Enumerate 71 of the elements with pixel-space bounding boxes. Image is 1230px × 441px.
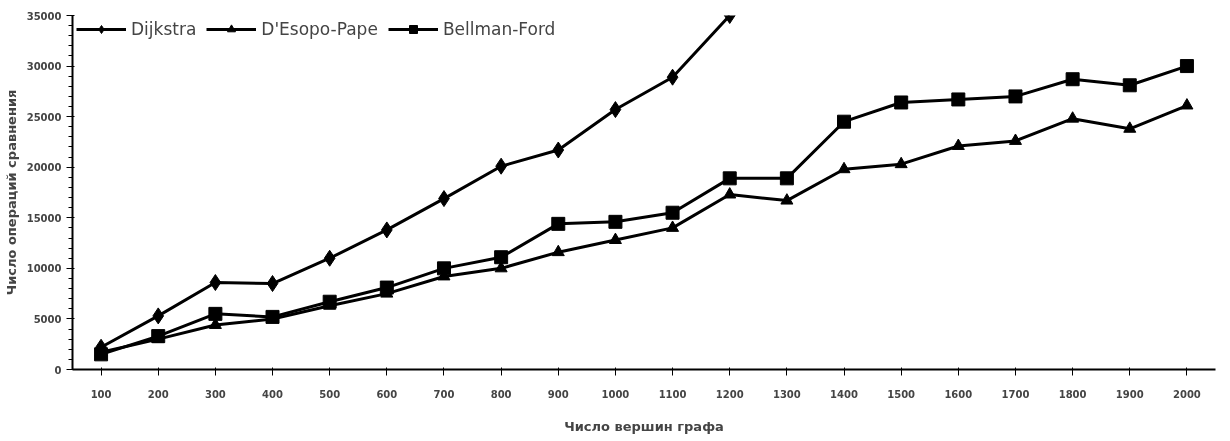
point [665, 205, 680, 220]
point [951, 92, 966, 107]
point [666, 220, 680, 232]
x-tick-label: 700 [433, 388, 455, 400]
x-tick-label: 1600 [944, 388, 973, 400]
y-tick-label: 20000 [26, 162, 62, 174]
point [894, 156, 908, 169]
point [379, 280, 394, 295]
x-tick-label: 1400 [830, 388, 858, 400]
x-tick-label: 100 [90, 388, 112, 400]
x-tick-label: 1700 [1001, 388, 1030, 400]
x-tick-label: 2000 [1173, 388, 1201, 400]
point [723, 187, 737, 199]
y-tick-label: 15000 [26, 212, 62, 224]
point [837, 161, 851, 174]
point [551, 244, 565, 257]
point [380, 221, 393, 239]
point [608, 214, 623, 229]
point [1008, 89, 1023, 104]
point [152, 307, 165, 325]
point [266, 275, 279, 293]
point [436, 261, 451, 276]
y-tick-label: 10000 [26, 263, 62, 275]
point [1008, 133, 1022, 145]
point [608, 232, 622, 244]
point [780, 193, 794, 205]
x-tick-label: 200 [147, 388, 169, 400]
point [722, 171, 737, 186]
point [208, 306, 223, 321]
point [1179, 59, 1194, 74]
x-tick-label: 600 [376, 388, 398, 400]
x-tick-label: 1200 [715, 388, 744, 400]
point [494, 250, 509, 265]
legend-label: Dijkstra [131, 19, 197, 39]
point [1065, 72, 1080, 87]
point [322, 294, 337, 309]
x-axis-title: Число вершин графа [564, 418, 724, 434]
point [609, 101, 622, 119]
point [1123, 121, 1137, 133]
point [1122, 78, 1137, 93]
y-tick-label: 25000 [26, 111, 62, 123]
point [666, 68, 679, 86]
point [94, 347, 109, 362]
x-tick-label: 1000 [601, 388, 630, 400]
point [1066, 111, 1080, 123]
x-tick-label: 300 [204, 388, 226, 400]
x-tick-label: 1900 [1115, 388, 1144, 400]
x-tick-label: 1100 [658, 388, 687, 400]
legend-label: D'Esopo-Pape [261, 19, 378, 39]
point [552, 141, 565, 159]
y-tick-label: 5000 [33, 313, 62, 325]
point [779, 171, 794, 186]
point [837, 114, 852, 129]
point [323, 249, 336, 267]
point [951, 138, 965, 150]
x-tick-label: 1800 [1058, 388, 1087, 400]
y-axis-title: Число операций сравнения [3, 89, 19, 296]
y-tick-label: 0 [54, 364, 62, 376]
x-tick-label: 1300 [772, 388, 801, 400]
point [551, 216, 566, 231]
legend-label: Bellman-Ford [442, 19, 556, 39]
x-tick-label: 400 [262, 388, 283, 400]
x-tick-label: 1500 [887, 388, 916, 400]
point [1180, 98, 1194, 110]
x-tick-label: 500 [319, 388, 341, 400]
point [894, 95, 909, 110]
x-tick-label: 900 [547, 388, 569, 400]
y-tick-label: 30000 [26, 61, 62, 73]
x-tick-label: 800 [490, 388, 512, 400]
point [209, 274, 222, 292]
y-tick-label: 35000 [26, 10, 62, 22]
